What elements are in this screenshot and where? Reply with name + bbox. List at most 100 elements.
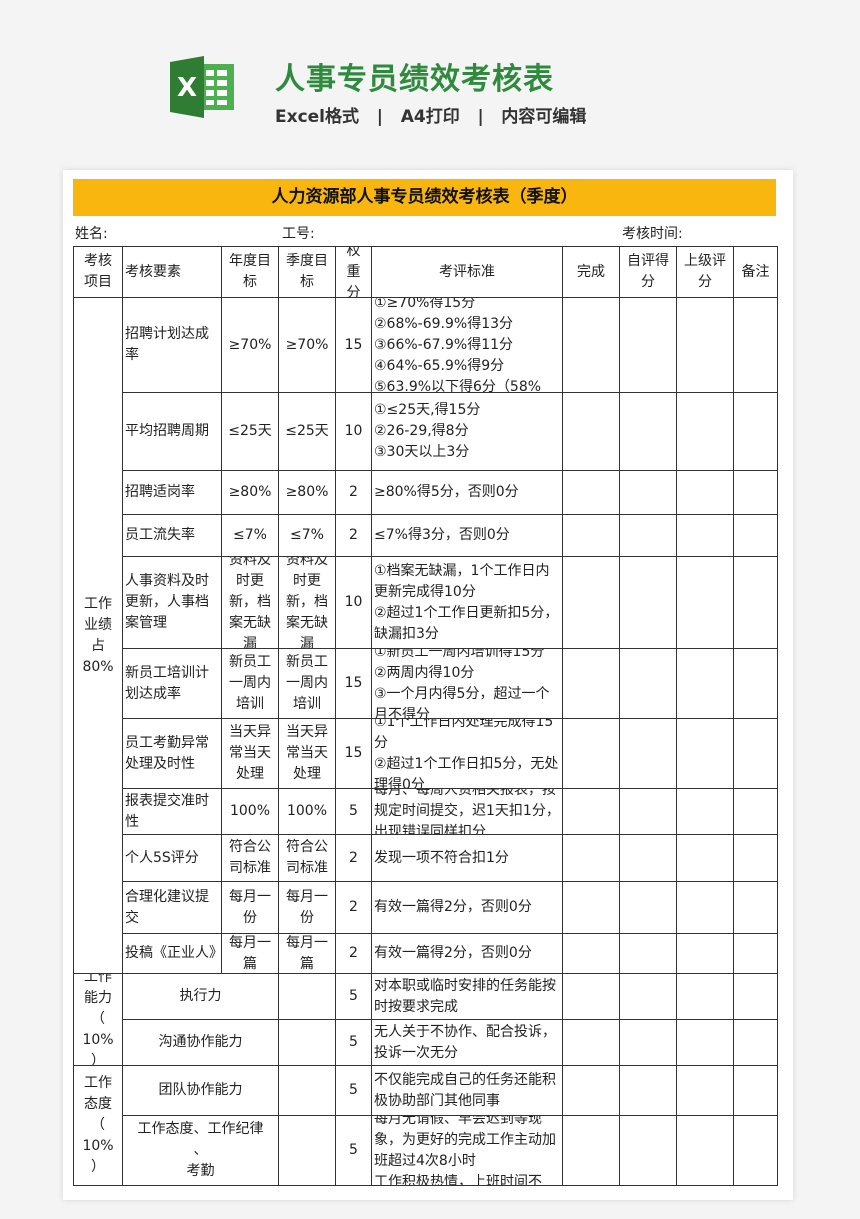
criteria-cell: ①新员工一周内培训得15分 ②两周内得10分 ③一个月内得5分，超过一个月不得分: [371, 648, 563, 719]
item-cell-text: 报表提交准时性: [125, 792, 209, 830]
item-cell: 新员工培训计划达成率: [122, 648, 222, 719]
quarter-target-cell-text: 每月一份: [286, 888, 328, 926]
weight-cell-text: 2: [349, 899, 358, 915]
input-cell: [733, 973, 778, 1020]
criteria-cell-text: 每月无请假、早会迟到等现象，为更好的完成工作主动加班超过4次8小时 工作积极热情…: [374, 1116, 556, 1185]
input-cell: [619, 514, 677, 557]
weight-cell-text: 5: [349, 1142, 358, 1158]
column-header-text: 考核 项目: [84, 253, 112, 290]
input-cell: [562, 392, 620, 471]
item-cell-text: 平均招聘周期: [125, 423, 209, 439]
input-cell: [562, 514, 620, 557]
column-header-text: 权 重 分: [346, 247, 361, 297]
item-cell-text: 团队协作能力: [158, 1082, 243, 1098]
input-cell-text: [620, 882, 676, 933]
item-cell: 员工流失率: [122, 514, 222, 557]
weight-cell: 2: [335, 470, 372, 515]
quarter-target-cell-text: [279, 1066, 335, 1115]
category-cell-text: 工作 业绩 占 80%: [82, 595, 114, 675]
item-cell-text: 个人5S评分: [125, 849, 199, 866]
item-cell: 招聘计划达成率: [122, 297, 222, 393]
weight-cell: 15: [335, 297, 372, 393]
weight-cell-text: 15: [344, 336, 363, 353]
criteria-cell-text: 对本职或临时安排的任务能按时按要求完成: [374, 977, 556, 1015]
item-cell-text: 合理化建议提交: [125, 888, 209, 926]
column-header-text: 考核要素: [125, 263, 181, 280]
input-cell: [619, 1065, 677, 1116]
weight-cell: 10: [335, 556, 372, 649]
criteria-cell: 有效一篇得2分，否则0分: [371, 933, 563, 974]
input-cell: [676, 718, 734, 789]
criteria-cell: ①≥70%得15分 ②68%-69.9%得13分 ③66%-67.9%得11分 …: [371, 297, 563, 393]
column-header: 年度目 标: [221, 246, 279, 298]
table-row: 招聘适岗率 ≥80% ≥80% 2 ≥80%得5分，否则0分: [74, 470, 778, 515]
input-cell-text: [563, 789, 619, 834]
input-cell-text: [677, 393, 733, 470]
item-cell: 报表提交准时性: [122, 788, 222, 835]
item-cell: 人事资料及时更新，人事档案管理: [122, 556, 222, 649]
input-cell: [619, 933, 677, 974]
input-cell: [733, 648, 778, 719]
column-header-text: 完成: [577, 263, 605, 280]
criteria-cell: ①档案无缺漏，1个工作日内更新完成得10分 ②超过1个工作日更新扣5分，缺漏扣3…: [371, 556, 563, 649]
name-label: 姓名:: [75, 226, 108, 242]
input-cell: [562, 718, 620, 789]
input-cell: [676, 392, 734, 471]
input-cell-text: [620, 835, 676, 881]
criteria-cell: 每月无请假、早会迟到等现象，为更好的完成工作主动加班超过4次8小时 工作积极热情…: [371, 1115, 563, 1186]
criteria-cell: ①1个工作日内处理完成得15分 ②超过1个工作日扣5分，无处理得0分: [371, 718, 563, 789]
annual-target-cell-text: ≤25天: [228, 423, 272, 439]
input-cell-text: [563, 515, 619, 556]
input-cell-text: [620, 515, 676, 556]
weight-cell-text: 15: [344, 675, 363, 691]
criteria-cell-text: 发现一项不符合扣1分: [374, 849, 509, 866]
criteria-cell: ≤7%得3分，否则0分: [371, 514, 563, 557]
quarter-target-cell: 新员工一周内培训: [278, 648, 336, 719]
criteria-cell-text: ①≥70%得15分 ②68%-69.9%得13分 ③66%-67.9%得11分 …: [374, 298, 542, 392]
quarter-target-cell-text: [279, 974, 335, 1019]
input-cell-text: [677, 789, 733, 834]
quarter-target-cell: ≥80%: [278, 470, 336, 515]
input-cell-text: [563, 393, 619, 470]
input-cell-text: [620, 557, 676, 648]
id-label: 工号:: [282, 226, 315, 242]
criteria-cell: 发现一项不符合扣1分: [371, 834, 563, 882]
quarter-target-cell: ≤7%: [278, 514, 336, 557]
column-header-text: 年度目 标: [229, 253, 271, 290]
input-cell: [676, 514, 734, 557]
quarter-target-cell: 当天异常当天处理: [278, 718, 336, 789]
annual-target-cell: 100%: [221, 788, 279, 835]
input-cell-text: [677, 649, 733, 718]
weight-cell: 15: [335, 718, 372, 789]
annual-target-cell-text: 每月一份: [229, 888, 271, 926]
quarter-target-cell: [278, 1019, 336, 1066]
input-cell-text: [734, 1020, 777, 1065]
input-cell: [562, 1019, 620, 1066]
input-cell: [562, 1115, 620, 1186]
input-cell: [619, 470, 677, 515]
weight-cell-text: 2: [349, 527, 358, 543]
table-row: 工作 业绩 占 80% 招聘计划达成率 ≥70% ≥70% 15 ①≥70%得15分 ②6…: [73, 297, 778, 974]
weight-cell-text: 10: [344, 594, 363, 610]
input-cell: [733, 470, 778, 515]
column-header: 考核 项目: [73, 246, 123, 298]
input-cell-text: [734, 649, 777, 718]
input-cell: [676, 1019, 734, 1066]
input-cell: [619, 297, 677, 393]
annual-target-cell: 资料及时更新，档案无缺漏: [221, 556, 279, 649]
quarter-target-cell-text: 每月一篇: [286, 934, 328, 972]
table-row: 员工考勤异常处理及时性 当天异常当天处理 当天异常当天处理 15 ①1个工作日内处理完成…: [74, 718, 778, 789]
input-cell: [676, 1115, 734, 1186]
weight-cell-text: 2: [349, 945, 358, 961]
input-cell-text: [677, 298, 733, 392]
input-cell-text: [620, 789, 676, 834]
item-cell-text: 员工流失率: [125, 527, 195, 543]
quarter-target-cell-text: ≥70%: [285, 336, 329, 353]
input-cell-text: [563, 1116, 619, 1185]
weight-cell: 2: [335, 933, 372, 974]
quarter-target-cell-text: 符合公司标准: [286, 839, 328, 876]
item-cell: 执行力: [122, 973, 279, 1020]
annual-target-cell: 每月一篇: [221, 933, 279, 974]
input-cell-text: [677, 835, 733, 881]
column-header: 自评得 分: [619, 246, 677, 298]
